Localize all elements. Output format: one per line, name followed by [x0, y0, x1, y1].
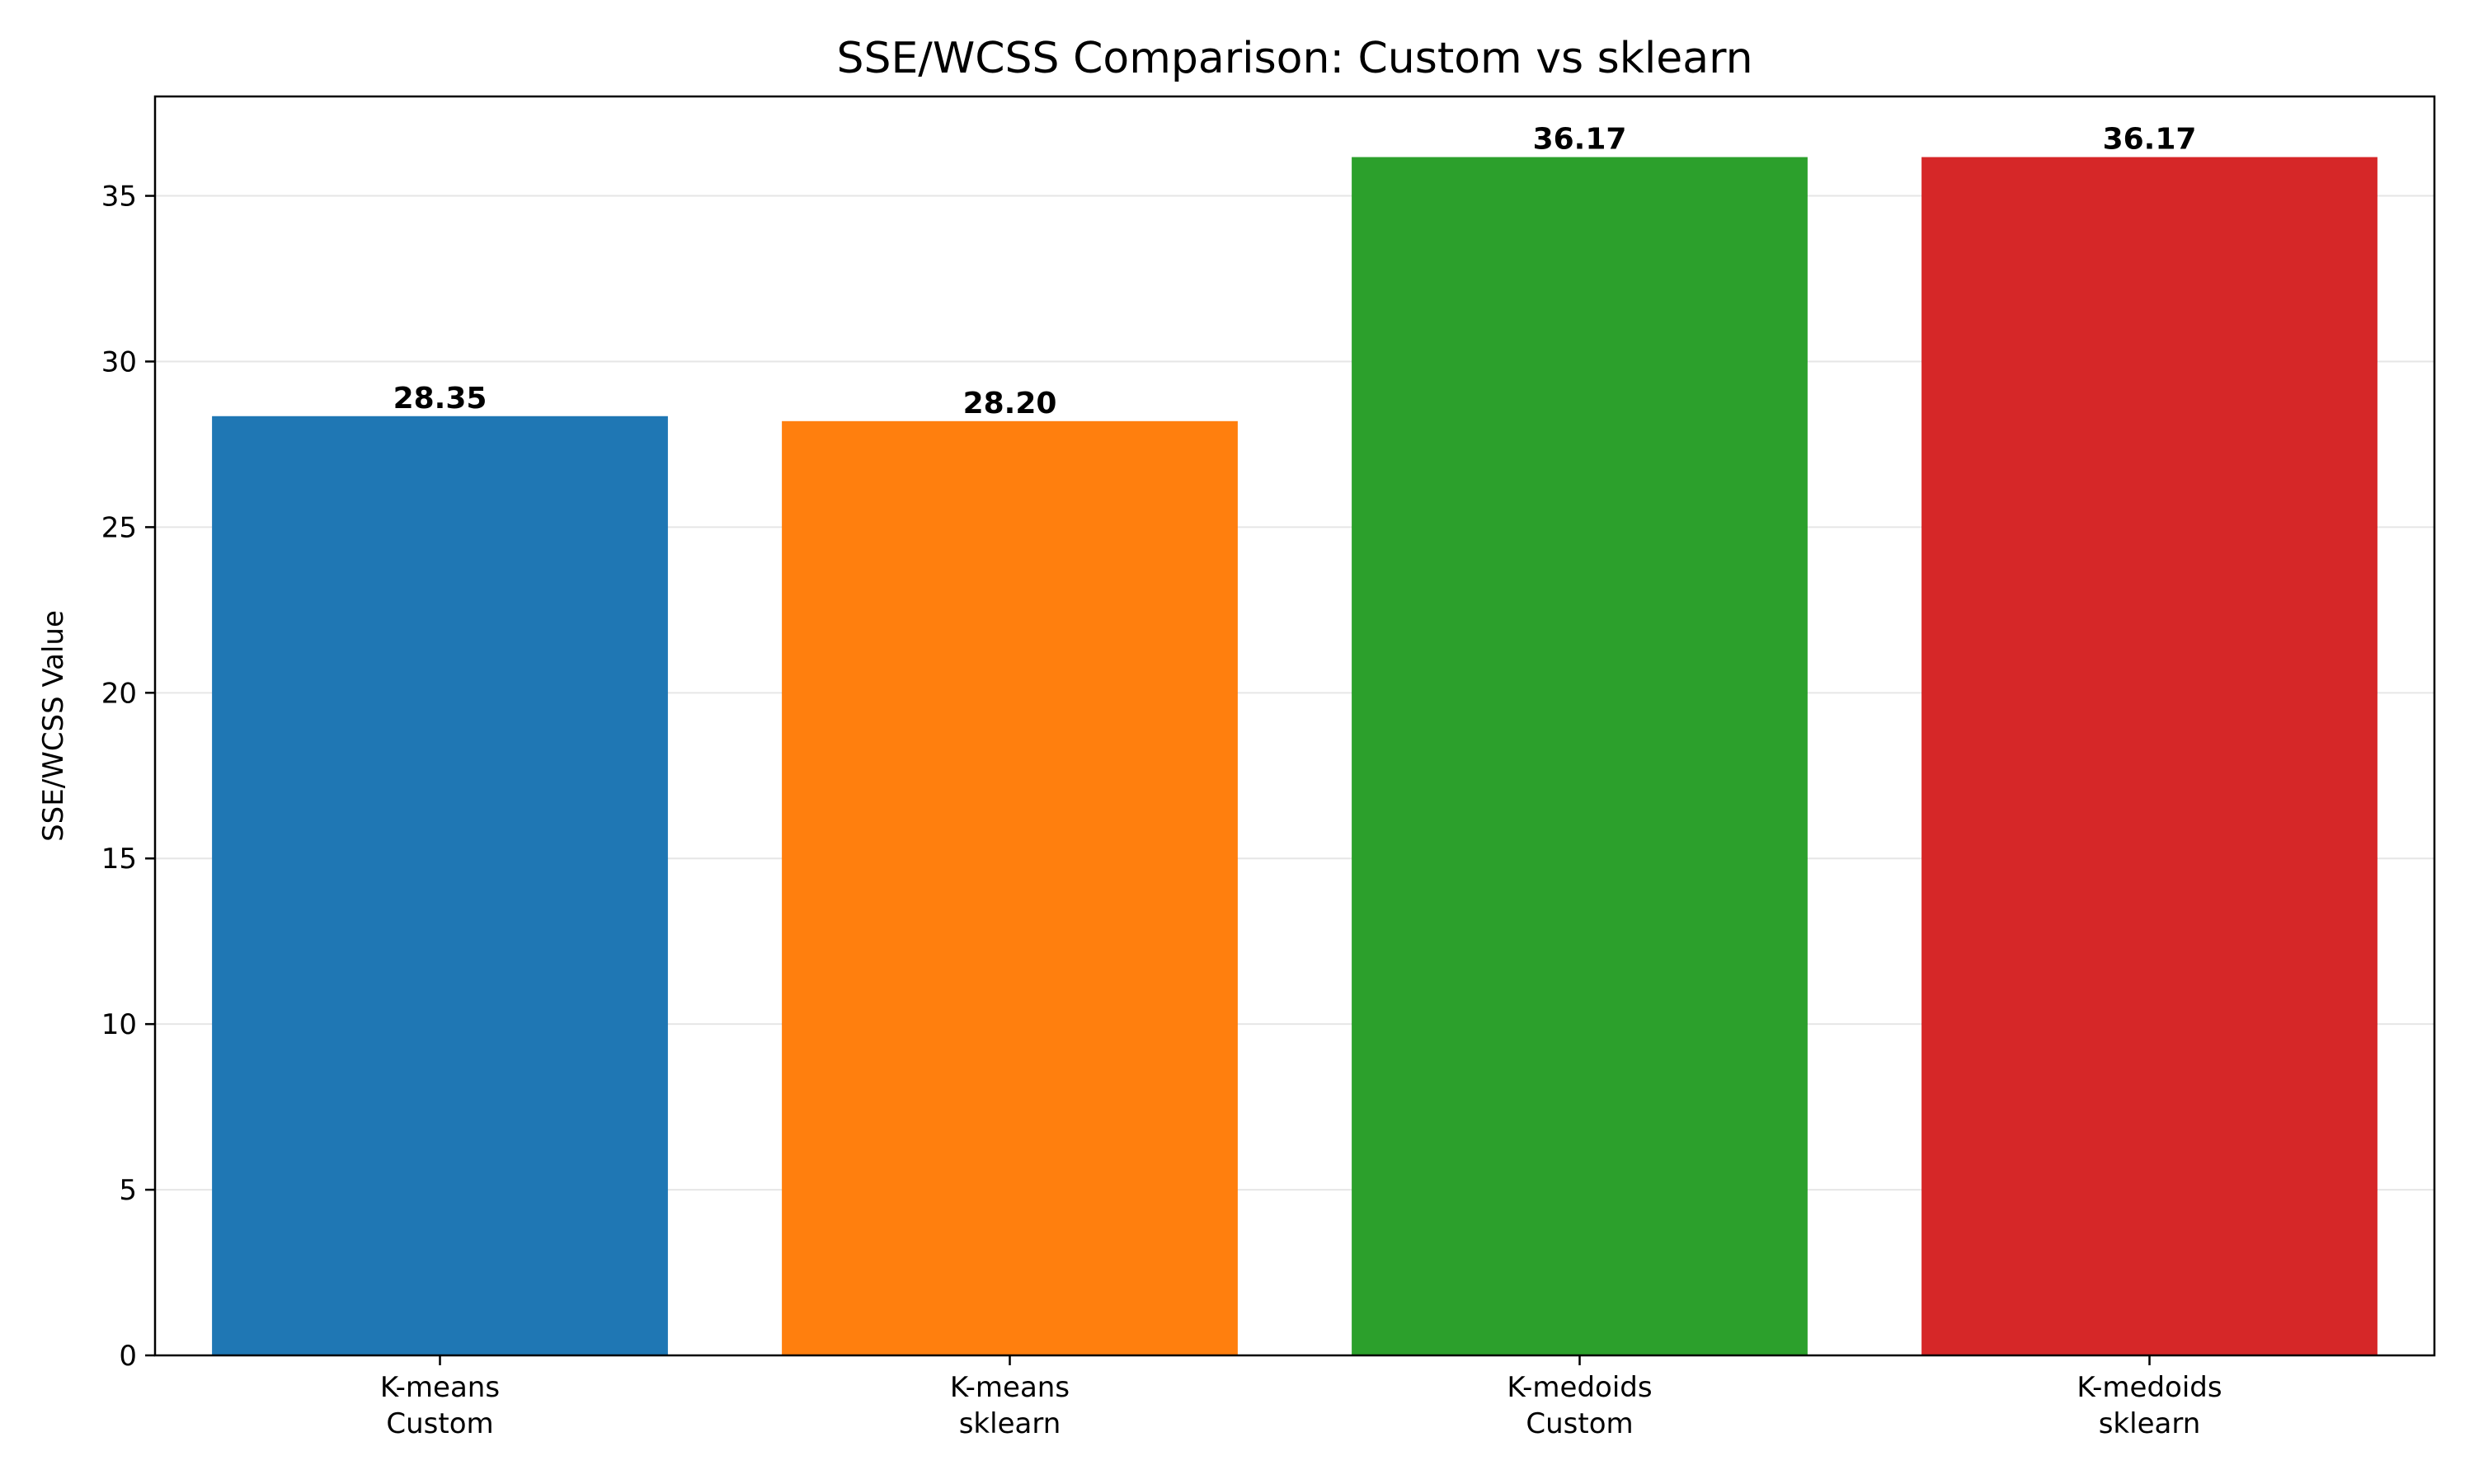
x-tick-label-line: Custom — [386, 1407, 493, 1440]
x-tick-label-line: K-medoids — [1507, 1371, 1652, 1404]
y-tick-label: 25 — [101, 511, 137, 544]
y-tick-label: 10 — [101, 1008, 137, 1041]
plot-frame — [153, 95, 2436, 1357]
chart-title: SSE/WCSS Comparison: Custom vs sklearn — [836, 34, 1752, 83]
x-tick-label: K-medoids Custom — [1507, 1371, 1652, 1440]
y-tick-label: 15 — [101, 843, 137, 876]
y-tick-label: 5 — [119, 1174, 137, 1207]
x-tick-label-line: K-means — [380, 1371, 500, 1404]
y-axis-ticks: 0 5 10 15 20 25 30 35 — [101, 181, 155, 1373]
x-tick-label-line: K-means — [950, 1371, 1070, 1404]
bars — [212, 157, 2378, 1356]
y-tick-label: 35 — [101, 181, 137, 214]
y-axis-title: SSE/WCSS Value — [37, 610, 70, 842]
x-tick-label-line: sklearn — [959, 1407, 1061, 1440]
y-tick-label: 0 — [119, 1340, 137, 1373]
value-labels: 28.35 28.20 36.17 36.17 — [393, 123, 2197, 420]
x-tick-label-line: sklearn — [2099, 1407, 2201, 1440]
bar — [212, 416, 668, 1356]
bar-value-label: 36.17 — [2103, 123, 2197, 157]
bar — [1921, 157, 2378, 1355]
y-tick-label: 20 — [101, 677, 137, 710]
bar — [1352, 157, 1808, 1355]
x-tick-label: K-means sklearn — [950, 1371, 1070, 1440]
bar-value-label: 28.20 — [963, 387, 1057, 420]
bar-value-label: 36.17 — [1533, 123, 1627, 157]
bar-value-label: 28.35 — [393, 382, 487, 416]
x-tick-label-line: Custom — [1526, 1407, 1633, 1440]
x-tick-label: K-medoids sklearn — [2077, 1371, 2222, 1440]
x-tick-label: K-means Custom — [380, 1371, 500, 1440]
y-tick-label: 30 — [101, 345, 137, 378]
bar — [782, 420, 1238, 1355]
x-tick-label-line: K-medoids — [2077, 1371, 2222, 1404]
